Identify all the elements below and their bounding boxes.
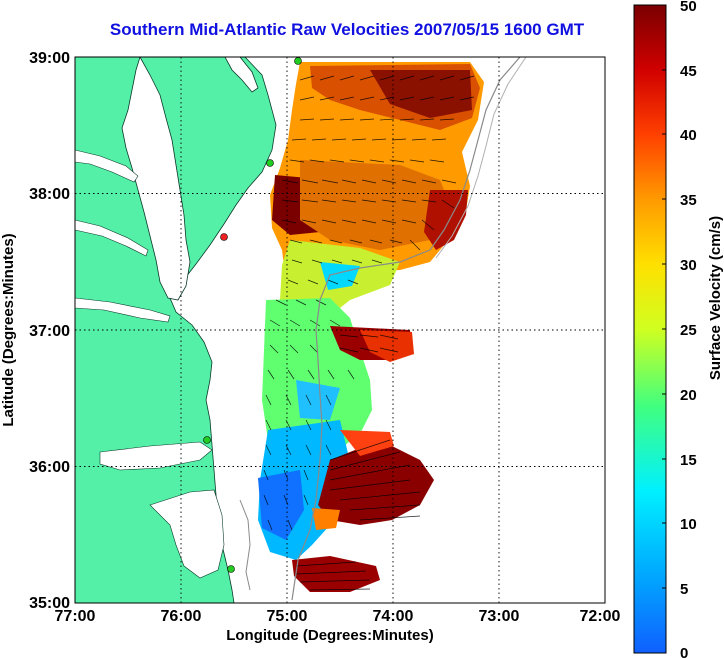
colorbar-tick-label: 30 — [680, 257, 697, 274]
river-rappahannock — [75, 219, 149, 257]
x-tick-label: 73:00 — [479, 608, 520, 625]
colorbar-tick-label: 20 — [680, 387, 697, 404]
y-axis-title: Latitude (Degrees:Minutes) — [0, 233, 17, 426]
colorbar-tick-label: 5 — [680, 581, 688, 598]
colorbar-tick-label: 35 — [680, 192, 697, 209]
colorbar-ticks — [662, 69, 666, 589]
colorbar-tick-label: 0 — [680, 645, 688, 659]
colorbar-tick-label: 25 — [680, 322, 697, 339]
y-tick-label: 38:00 — [29, 186, 70, 203]
colorbar-labels: 50 45 40 35 30 25 20 15 10 5 0 — [680, 0, 697, 659]
station-marker — [203, 436, 211, 444]
station-marker — [227, 565, 235, 573]
colorbar-tick-label: 15 — [680, 452, 697, 469]
colorbar-tick-label: 40 — [680, 127, 697, 144]
station-marker — [294, 57, 302, 65]
x-axis: 77:00 76:00 75:00 74:00 73:00 72:00 — [55, 608, 621, 625]
colorbar-tick-label: 10 — [680, 516, 697, 533]
nearshore-contour — [239, 499, 251, 591]
station-marker — [266, 159, 274, 167]
grid-lines — [75, 57, 605, 603]
velocity-vectors — [263, 75, 475, 591]
shelf-break-contour — [291, 57, 521, 601]
colorbar-tick-label: 45 — [680, 63, 697, 80]
y-tick-label: 35:00 — [29, 595, 70, 612]
pamlico-sound — [149, 489, 225, 579]
x-tick-label: 76:00 — [161, 608, 202, 625]
shelf-break-contour-inner — [435, 57, 527, 259]
colorbar-title: Surface Velocity (cm/s) — [707, 216, 724, 380]
y-tick-label: 39:00 — [29, 50, 70, 67]
station-marker — [220, 233, 228, 241]
y-tick-label: 36:00 — [29, 459, 70, 476]
chesapeake-bay — [121, 57, 191, 301]
x-tick-label: 77:00 — [55, 608, 96, 625]
river-james — [75, 297, 171, 323]
radar-stations — [203, 57, 302, 573]
x-tick-label: 74:00 — [373, 608, 414, 625]
plot-frame — [74, 56, 606, 604]
x-tick-label: 75:00 — [267, 608, 308, 625]
delaware-bay — [224, 57, 259, 93]
chart-title: Southern Mid-Atlantic Raw Velocities 200… — [109, 20, 585, 39]
x-tick-label: 72:00 — [580, 608, 621, 625]
y-tick-label: 37:00 — [29, 323, 70, 340]
albemarle-sound — [99, 441, 213, 471]
y-axis: 39:00 38:00 37:00 36:00 35:00 — [29, 50, 70, 612]
river-potomac — [75, 149, 139, 183]
x-axis-title: Longitude (Degrees:Minutes) — [226, 627, 434, 644]
colorbar-tick-label: 50 — [680, 0, 697, 15]
colorbar — [633, 4, 667, 654]
